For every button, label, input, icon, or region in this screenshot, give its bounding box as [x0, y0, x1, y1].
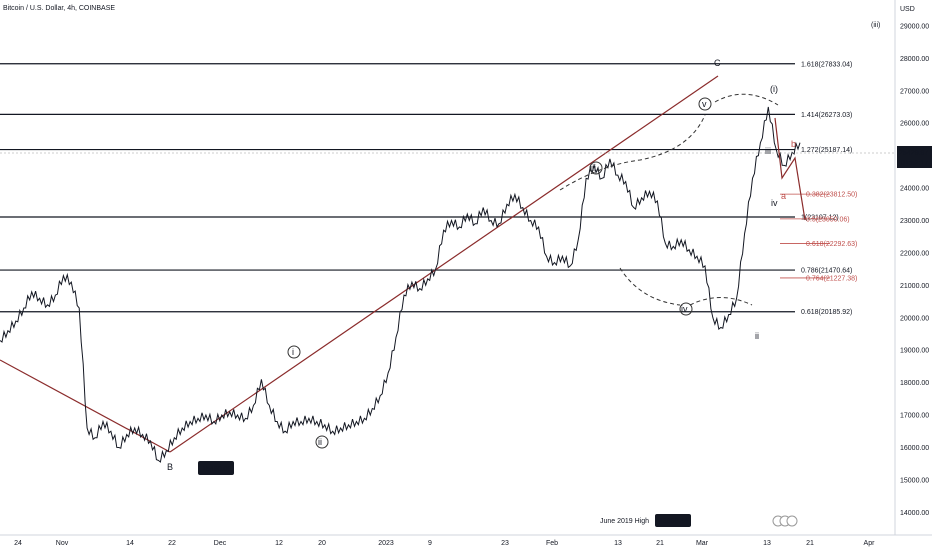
fib-level-label: 1.414(26273.03) [801, 112, 852, 119]
y-tick-label: 19000.00 [900, 348, 929, 355]
y-tick-label: 21000.00 [900, 283, 929, 290]
y-tick-label: 24000.00 [900, 186, 929, 193]
x-tick-label: 13 [614, 540, 622, 547]
projection-arc-iv-ii [689, 297, 753, 306]
wave-b-arrow [774, 117, 806, 221]
y-tick-label: 15000.00 [900, 477, 929, 484]
top-right-label: (iii) [871, 22, 880, 29]
x-tick-label: 21 [656, 540, 664, 547]
svg-text:15460.00: 15460.00 [202, 466, 231, 473]
wave-label-b: B [167, 462, 173, 472]
fib-levels: 1.618(27833.04) 1.414(26273.03) 1.272(2518… [0, 61, 852, 316]
wave-label-a: a [781, 191, 786, 201]
y-tick-label: 17000.00 [900, 413, 929, 420]
y-tick-label: 23000.00 [900, 218, 929, 225]
projection-arc-iii-iv [619, 267, 681, 306]
y-tick-label: 28000.00 [900, 56, 929, 63]
wave-circle-ii [315, 435, 329, 449]
wave-circle-iv [679, 302, 693, 316]
x-tick-label: Mar [696, 540, 709, 547]
wave-circle-iii [589, 161, 603, 175]
current-price-badge: 25429.87 01:52:17 [897, 146, 932, 168]
x-tick-label: Feb [546, 540, 558, 547]
event-markers[interactable] [772, 515, 798, 527]
trendline-b-to-c [169, 75, 719, 453]
price-line [0, 106, 801, 463]
wave-label-small-iii: iii [765, 146, 771, 156]
x-tick-label: 24 [14, 540, 22, 547]
retracement-label: 0.5(23050.06) [806, 216, 850, 223]
wave-label-iv: iv [681, 304, 688, 314]
svg-text:25429.87: 25429.87 [899, 150, 928, 157]
wave-label-iii: iii [590, 163, 596, 173]
x-tick-label: Nov [56, 540, 69, 547]
x-tick-label: 13 [763, 540, 771, 547]
retracement-label: 0.764(21227.38) [806, 275, 857, 282]
fib-level-label: 0.786(21470.64) [801, 268, 852, 275]
annotation-value-badge: 13868.44 [655, 514, 691, 527]
x-tick-label: Dec [214, 540, 227, 547]
projection-arc-iii-v [559, 114, 706, 191]
chart-title: Bitcoin / U.S. Dollar, 4h, COINBASE [3, 5, 116, 12]
annotation-text: June 2019 High [600, 518, 649, 525]
x-tick-label: 12 [275, 540, 283, 547]
x-tick-label: 21 [806, 540, 814, 547]
low-marker-badge: 15460.00 [198, 461, 234, 475]
wave-label-b-small: b [791, 139, 796, 149]
wave-label-small-i: (i) [770, 84, 778, 94]
wave-circle-i [287, 345, 301, 359]
currency-label: USD [900, 6, 915, 13]
retracement-label: 0.382(23812.50) [806, 192, 857, 199]
projection-arc-v-top [714, 93, 779, 106]
x-tick-labels: 24 Nov 14 22 Dec 12 20 2023 9 23 Feb 13 21 Mar 13 21 Apr [14, 540, 875, 547]
x-tick-label: 23 [501, 540, 509, 547]
fib-level-label: 1.618(27833.04) [801, 61, 852, 68]
svg-text:13868.44: 13868.44 [659, 518, 688, 525]
x-tick-label: 20 [318, 540, 326, 547]
y-tick-label: 26000.00 [900, 121, 929, 128]
retracement-label: 0.618(22292.63) [806, 241, 857, 248]
y-tick-labels: 14000.00 15000.00 16000.00 17000.00 18000.00… [900, 23, 929, 516]
x-tick-label: 9 [428, 540, 432, 547]
svg-text:01:52:17: 01:52:17 [901, 160, 928, 167]
x-tick-label: Apr [864, 540, 876, 547]
y-tick-label: 16000.00 [900, 445, 929, 452]
wave-label-ii: ii [318, 437, 322, 447]
y-tick-label: 14000.00 [900, 510, 929, 517]
fib-level-label: 1(23107.12) [801, 215, 839, 222]
x-tick-label: 2023 [378, 540, 394, 547]
wave-label-small-iv: iv [771, 198, 778, 208]
wave-label-small-ii: ii [755, 331, 759, 341]
x-tick-label: 14 [126, 540, 134, 547]
wave-label-c: C [714, 58, 721, 68]
y-tick-label: 27000.00 [900, 88, 929, 95]
wave-circle-v [698, 97, 712, 111]
wave-label-v: v [702, 99, 707, 109]
fib-level-label: 0.618(20185.92) [801, 309, 852, 316]
y-tick-label: 29000.00 [900, 23, 929, 30]
y-tick-label: 22000.00 [900, 250, 929, 257]
y-tick-label: 20000.00 [900, 315, 929, 322]
x-tick-label: 22 [168, 540, 176, 547]
fib-level-label: 1.272(25187.14) [801, 147, 852, 154]
wave-label-i: i [292, 347, 294, 357]
y-tick-label: 18000.00 [900, 380, 929, 387]
